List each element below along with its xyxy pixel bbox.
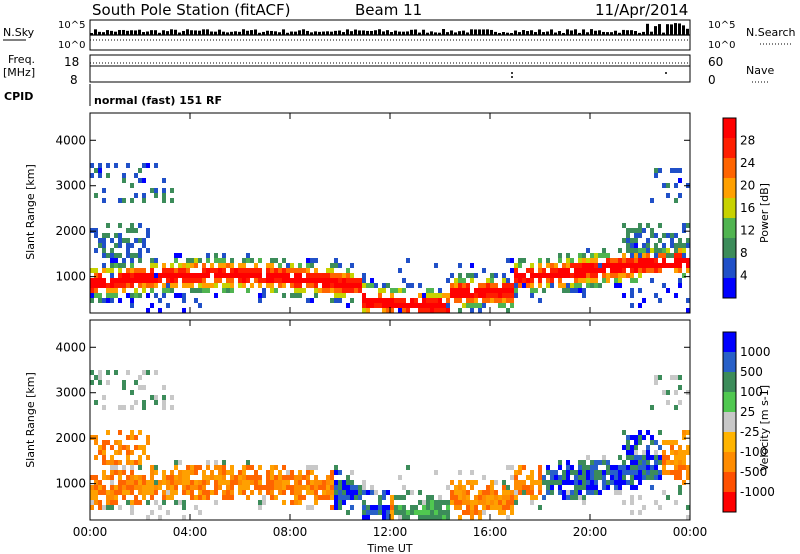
freq-label-line1: Freq. <box>8 53 35 66</box>
nsky-tick-top: 10^5 <box>58 20 85 31</box>
nave-label: Nave <box>746 64 774 77</box>
freq-label-line2: [MHz] <box>3 66 35 79</box>
cpid-strip: CPID normal (fast) 151 RF <box>4 84 222 107</box>
colorbar-segment <box>723 492 736 513</box>
colorbar-segment <box>723 198 736 219</box>
colorbar-segment <box>723 392 736 413</box>
nsky-strip: N.Sky 10^5 10^0 N.Search 10^5 10^0 <box>3 19 796 51</box>
colorbar-segment <box>723 138 736 159</box>
colorbar-segment <box>723 472 736 493</box>
colorbar-tick: 100 <box>740 385 763 399</box>
velocity-y-ticks: 1000 2000 3000 4000 <box>55 340 690 491</box>
x-tick-label: 00:00 <box>673 525 708 539</box>
nsky-bars <box>90 23 689 35</box>
station-title: South Pole Station (fitACF) <box>92 1 290 19</box>
colorbar-segment <box>723 352 736 373</box>
y-tick-label: 1000 <box>55 477 86 491</box>
colorbar-tick: -100 <box>740 445 767 459</box>
y-tick-label: 3000 <box>55 386 86 400</box>
x-tick-label: 16:00 <box>473 525 508 539</box>
x-tick-label: 12:00 <box>373 525 408 539</box>
velocity-heatmap-cells <box>90 370 690 520</box>
x-tick-label: 20:00 <box>573 525 608 539</box>
power-ylabel: Slant Range [km] <box>24 164 37 260</box>
colorbar-segment <box>723 412 736 433</box>
x-tick-label: 00:00 <box>73 525 108 539</box>
colorbar-tick: 28 <box>740 134 755 148</box>
nave-tick-top: 60 <box>708 55 723 69</box>
power-y-ticks: 1000 2000 3000 4000 <box>55 133 690 284</box>
colorbar-tick: 16 <box>740 201 755 215</box>
x-tick-label: 08:00 <box>273 525 308 539</box>
colorbar-segment <box>723 332 736 353</box>
colorbar-tick: 4 <box>740 269 748 283</box>
y-tick-label: 3000 <box>55 179 86 193</box>
colorbar-tick: 8 <box>740 246 748 260</box>
velocity-panel: 1000 2000 3000 4000 00:00 04:00 08:00 12:00 16:… <box>24 319 708 554</box>
cpid-label: CPID <box>4 90 33 103</box>
beam-title: Beam 11 <box>355 1 422 19</box>
power-colorbar: 28 24 20 16 12 8 4 Power [dB] <box>722 117 771 299</box>
colorbar-tick: 12 <box>740 224 755 238</box>
nsearch-tick-bottom: 10^0 <box>708 40 735 51</box>
power-colorbar-label: Power [dB] <box>758 183 771 243</box>
velocity-colorbar: 1000 500 100 25 -25 -100 -500 -1000 Velocity [m… <box>722 331 775 513</box>
colorbar-segment <box>723 158 736 179</box>
colorbar-segment <box>723 178 736 199</box>
freq-tick-top: 18 <box>64 55 79 69</box>
x-tick-label: 04:00 <box>173 525 208 539</box>
nave-tick-bottom: 0 <box>708 73 716 87</box>
colorbar-segment <box>723 452 736 473</box>
velocity-colorbar-label: Velocity [m s-1] <box>758 385 771 471</box>
cpid-value: normal (fast) 151 RF <box>94 94 222 107</box>
colorbar-segment <box>723 372 736 393</box>
velocity-xlabel: Time UT <box>366 542 412 554</box>
colorbar-segment <box>723 218 736 239</box>
colorbar-segment <box>723 238 736 259</box>
colorbar-tick: -500 <box>740 465 767 479</box>
power-panel: 1000 2000 3000 4000 Slant Range [km] <box>24 112 691 314</box>
velocity-ylabel: Slant Range [km] <box>24 372 37 468</box>
velocity-x-ticks: 00:00 04:00 08:00 12:00 16:00 20:00 00:00 <box>73 320 708 539</box>
colorbar-tick: 1000 <box>740 345 771 359</box>
y-tick-label: 2000 <box>55 431 86 445</box>
nsearch-label: N.Search <box>746 26 796 39</box>
nsky-tick-bottom: 10^0 <box>58 40 85 51</box>
colorbar-tick: -25 <box>740 425 760 439</box>
colorbar-tick: 24 <box>740 156 755 170</box>
y-tick-label: 4000 <box>55 340 86 354</box>
date-title: 11/Apr/2014 <box>595 1 688 19</box>
colorbar-tick: 25 <box>740 405 755 419</box>
y-tick-label: 2000 <box>55 224 86 238</box>
colorbar-segment <box>723 278 736 299</box>
freq-strip: Freq. [MHz] 18 8 60 0 Nave <box>3 53 774 87</box>
nsearch-tick-top: 10^5 <box>708 20 735 31</box>
colorbar-tick: 500 <box>740 365 763 379</box>
y-tick-label: 4000 <box>55 133 86 147</box>
colorbar-tick: -1000 <box>740 485 775 499</box>
power-heatmap-cells <box>90 163 690 313</box>
nsky-label: N.Sky <box>3 26 35 39</box>
colorbar-segment <box>723 432 736 453</box>
colorbar-segment <box>723 118 736 139</box>
colorbar-segment <box>723 258 736 279</box>
y-tick-label: 1000 <box>55 270 86 284</box>
colorbar-tick: 20 <box>740 179 755 193</box>
freq-tick-bottom: 8 <box>70 73 78 87</box>
